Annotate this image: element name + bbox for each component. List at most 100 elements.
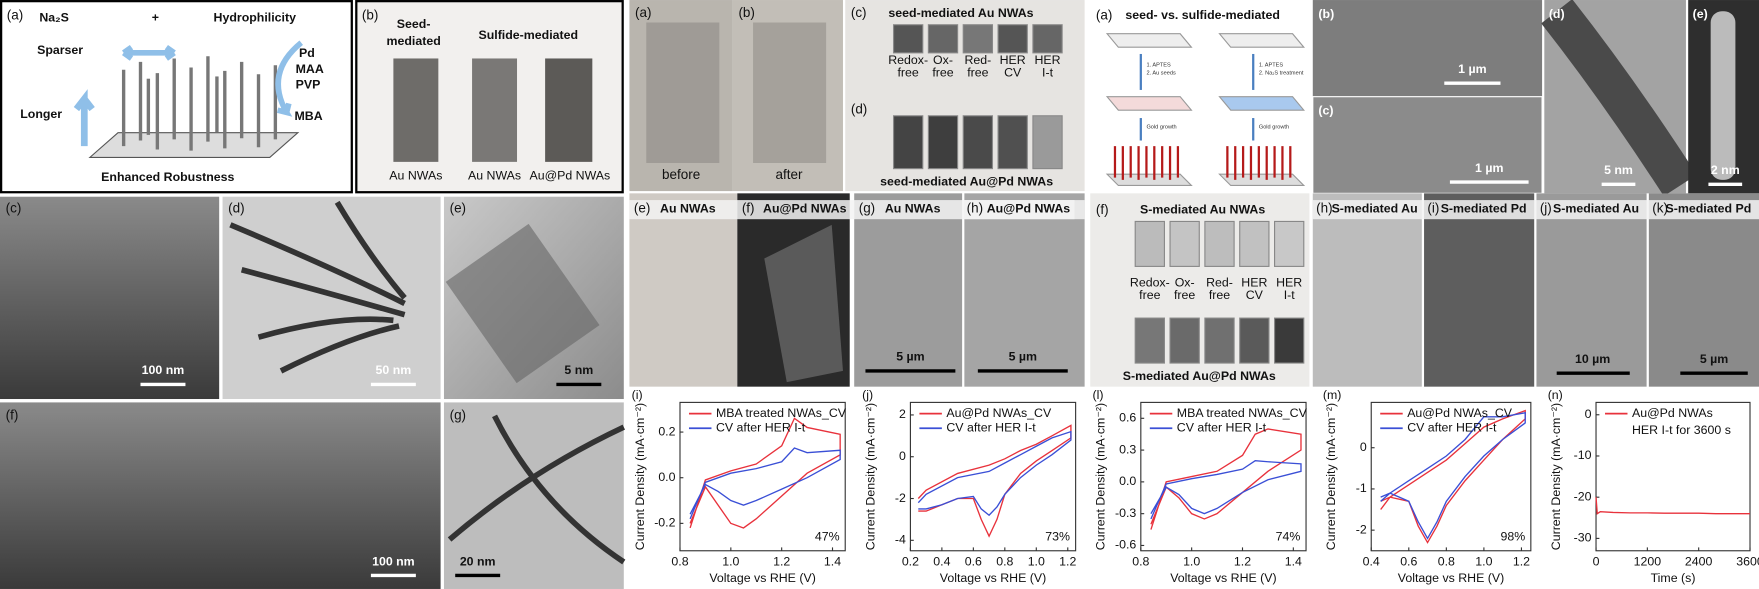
- title: S-mediated Au: [1332, 201, 1418, 215]
- panel-label: (c): [851, 5, 867, 20]
- x-tick-label: 0.6: [965, 554, 982, 568]
- x-tick-label: 1.4: [1285, 554, 1302, 568]
- charts: (i)Current Density (mA·cm⁻²)Voltage vs R…: [632, 388, 1759, 585]
- label-band: [964, 200, 1085, 220]
- reagent: Na₂S: [39, 10, 69, 24]
- y-tick-label: -20: [1574, 489, 1592, 503]
- micrograph: [1312, 193, 1422, 387]
- y-tick-label: 0.3: [1119, 442, 1136, 456]
- annotation: 98%: [1500, 530, 1525, 544]
- plot-frame: [909, 401, 1077, 552]
- series-line: [917, 430, 1072, 517]
- micrograph: [964, 193, 1085, 387]
- title: Au@Pd NWAs: [763, 201, 847, 215]
- plot-frame: [1370, 401, 1532, 552]
- y-tick-label: -0.2: [654, 516, 675, 530]
- sample-label: Au@Pd NWAs: [529, 169, 610, 183]
- x-tick-label: 3600: [1736, 554, 1759, 568]
- condition-label: I-t: [1284, 288, 1296, 302]
- label: Seed-: [397, 17, 431, 31]
- sample-strip: [1239, 220, 1270, 267]
- scale-label: 20 nm: [460, 554, 496, 568]
- sample-label: Au NWAs: [468, 169, 521, 183]
- x-tick-label: 0.2: [902, 554, 919, 568]
- label-band: [1312, 200, 1759, 220]
- panel-label: (m): [1323, 388, 1342, 402]
- shape: [229, 222, 406, 307]
- x-tick-label: 0: [1593, 554, 1600, 568]
- y-tick-label: 0: [1585, 407, 1592, 421]
- series-line: [1380, 411, 1526, 540]
- condition-label: Ox-: [933, 53, 953, 67]
- panel-label: (c): [6, 201, 22, 216]
- y-tick-label: 0: [899, 449, 906, 463]
- x-tick-label: 0.8: [671, 554, 688, 568]
- scale-label: 5 µm: [896, 350, 924, 364]
- nanowire: [445, 223, 600, 384]
- micrograph: [1536, 193, 1647, 387]
- condition-label: Red-: [964, 53, 991, 67]
- x-tick-label: 1.2: [1513, 554, 1530, 568]
- micrograph: [1312, 96, 1543, 194]
- y-axis-label: Current Density (mA·cm⁻²): [633, 403, 647, 550]
- sample-strip: [927, 24, 959, 54]
- label: Longer: [20, 107, 62, 121]
- scale-label: 5 µm: [1009, 350, 1037, 364]
- x-tick-label: 2400: [1685, 554, 1713, 568]
- panel-label: (f): [6, 407, 19, 422]
- sample-strip: [927, 115, 959, 170]
- x-tick-label: 1.2: [773, 554, 790, 568]
- label-band: [629, 200, 1075, 220]
- title: S-mediated Pd: [1665, 201, 1751, 215]
- shape: [1218, 33, 1305, 48]
- panel-label: (k): [1652, 201, 1668, 216]
- condition-label: CV: [1246, 288, 1264, 302]
- legend-label: CV after HER I-t: [1177, 421, 1267, 435]
- title: Au@Pd NWAs: [987, 201, 1071, 215]
- diagram: [1105, 33, 1306, 187]
- y-tick-label: -0.6: [1115, 538, 1136, 552]
- property: Hydrophilicity: [214, 10, 297, 24]
- condition-label: Ox-: [1175, 276, 1195, 290]
- condition-label: Red-: [1206, 276, 1233, 290]
- step: 2. Na₂S treatment: [1259, 71, 1304, 77]
- panel-label: (d): [1549, 7, 1565, 21]
- annotation: 73%: [1045, 530, 1070, 544]
- x-axis-label: Voltage vs RHE (V): [1398, 571, 1504, 585]
- series-line: [917, 424, 1072, 538]
- y-tick-label: 0.6: [1119, 411, 1136, 425]
- annotation: 47%: [815, 530, 840, 544]
- y-axis-label: Current Density (mA·cm⁻²): [1549, 403, 1563, 550]
- legend-label: Au@Pd NWAs: [1632, 406, 1713, 420]
- shape: [240, 267, 406, 318]
- label: Sulfide-mediated: [478, 28, 578, 42]
- title: seed- vs. sulfide-mediated: [1125, 8, 1280, 22]
- shape: [275, 40, 304, 117]
- x-tick-label: 1.0: [722, 554, 739, 568]
- panel-label: (f): [1096, 202, 1109, 217]
- sample-strip: [1274, 220, 1305, 267]
- shape: [1113, 146, 1292, 180]
- y-tick-label: -4: [895, 533, 906, 547]
- x-tick-label: 1.2: [1234, 554, 1251, 568]
- scale-label: 1 µm: [1458, 62, 1486, 76]
- title: Au NWAs: [660, 201, 716, 215]
- panel-label: (e): [450, 201, 466, 216]
- condition-label: free: [967, 65, 988, 79]
- sample-strip: [962, 24, 994, 54]
- sample-strip: [1032, 115, 1063, 170]
- sample-photo: [472, 58, 518, 162]
- sample-strip: [1134, 220, 1165, 267]
- sample-photo: [545, 58, 593, 162]
- shape: [1218, 96, 1305, 111]
- sample: [753, 22, 827, 163]
- condition-label: Redox-: [1130, 276, 1170, 290]
- condition-label: HER: [1034, 53, 1060, 67]
- sample-photo: [393, 58, 439, 162]
- scale-label: 50 nm: [376, 363, 412, 377]
- annotation: HER I-t for 3600 s: [1632, 423, 1731, 437]
- y-axis-label: Current Density (mA·cm⁻²): [1094, 403, 1108, 550]
- condition-label: CV: [1004, 65, 1022, 79]
- y-tick-label: 0.0: [658, 470, 675, 484]
